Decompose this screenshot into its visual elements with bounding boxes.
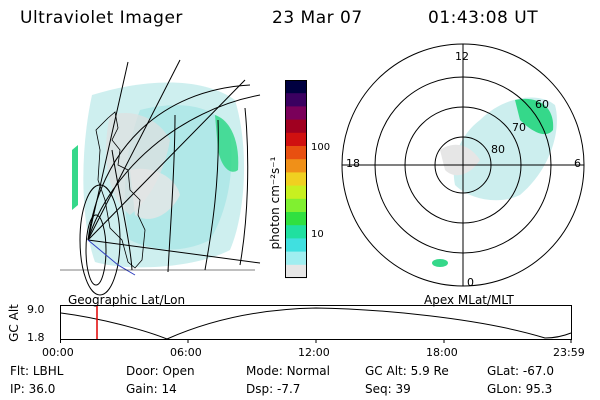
colorbar (285, 80, 307, 279)
colorbar-swatch (285, 264, 307, 279)
mlat-label-70: 70 (512, 121, 526, 134)
colorbar-swatch (285, 159, 307, 173)
orbit-track (87, 239, 136, 276)
colorbar-swatch (285, 132, 307, 147)
xtick-1200: 12:00 (298, 346, 330, 359)
info-glat: GLat: -67.0 (487, 364, 554, 378)
mlt-label-18: 18 (346, 157, 360, 170)
mlt-label-0: 0 (467, 276, 474, 289)
colorbar-swatch (285, 80, 307, 94)
colorbar-swatch (285, 198, 307, 213)
auroral-image-geo (72, 82, 245, 268)
colorbar-swatch (285, 93, 307, 107)
polar-panel-caption: Apex MLat/MLT (424, 293, 514, 307)
info-gain: Gain: 14 (126, 382, 177, 396)
timeline-ymax: 9.0 (27, 303, 45, 316)
colorbar-swatch (285, 238, 307, 253)
info-ip: IP: 36.0 (10, 382, 56, 396)
mlat-label-80: 80 (491, 143, 505, 156)
colorbar-tick-100: 100 (311, 142, 331, 153)
info-gc-alt: GC Alt: 5.9 Re (365, 364, 449, 378)
xtick-0000: 00:00 (42, 346, 74, 359)
info-door: Door: Open (126, 364, 195, 378)
polar-grid (341, 43, 585, 287)
xtick-2359: 23:59 (553, 346, 585, 359)
continent-outline (95, 111, 146, 269)
info-seq: Seq: 39 (365, 382, 411, 396)
colorbar-swatch (285, 251, 307, 266)
mlat-label-60: 60 (535, 98, 549, 111)
info-dsp: Dsp: -7.7 (246, 382, 301, 396)
altitude-curve (60, 307, 572, 340)
colorbar-swatch (285, 212, 307, 226)
mlt-label-12: 12 (455, 50, 469, 63)
colorbar-swatch (285, 146, 307, 160)
geo-grid-lines (79, 59, 261, 296)
colorbar-swatch (285, 119, 307, 134)
colorbar-swatch (285, 225, 307, 239)
colorbar-swatch (285, 185, 307, 200)
date-label: 23 Mar 07 (272, 8, 363, 28)
auroral-image-polar (432, 97, 557, 267)
geo-panel-caption: Geographic Lat/Lon (68, 293, 186, 307)
colorbar-swatch (285, 106, 307, 121)
instrument-title: Ultraviolet Imager (20, 8, 183, 28)
time-label: 01:43:08 UT (428, 8, 539, 28)
xtick-0600: 06:00 (170, 346, 202, 359)
colorbar-tick-10: 10 (311, 229, 324, 240)
mlt-label-6: 6 (574, 157, 581, 170)
colorbar-swatch (285, 172, 307, 187)
info-mode: Mode: Normal (246, 364, 330, 378)
info-flt: Flt: LBHL (10, 364, 64, 378)
xtick-1800: 18:00 (426, 346, 458, 359)
info-glon: GLon: 95.3 (487, 382, 553, 396)
timeline-ymin: 1.8 (27, 331, 45, 344)
timeline-ylabel: GC Alt (7, 304, 21, 342)
